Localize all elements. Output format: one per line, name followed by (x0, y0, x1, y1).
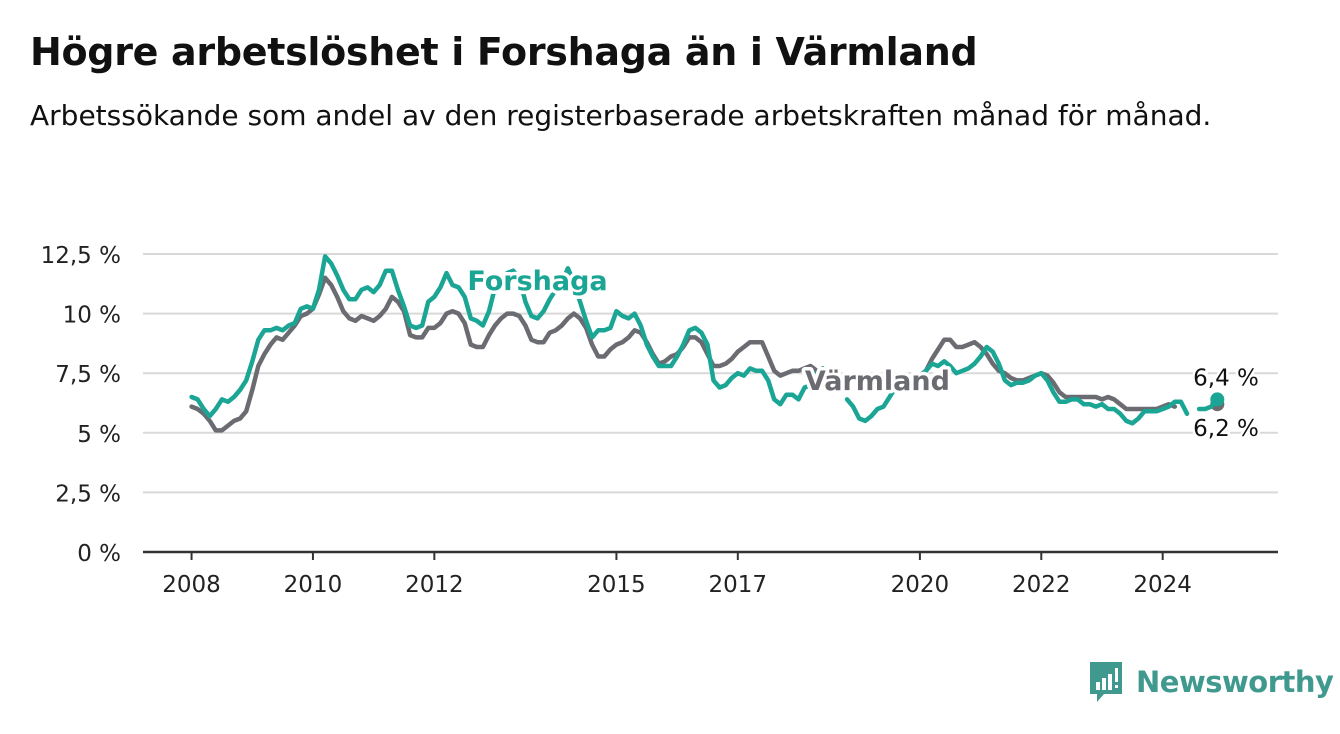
x-tick-label: 2010 (284, 572, 343, 598)
series-line-forshaga (189, 254, 826, 419)
series-label-forshaga: Forshaga (467, 266, 607, 297)
x-tick-label: 2008 (162, 572, 221, 598)
x-tick-label: 2020 (891, 572, 950, 598)
y-tick-label: 12,5 % (41, 243, 121, 269)
series-label-vrmland: Värmland (805, 366, 950, 397)
series-line-vrmland (189, 275, 832, 433)
chart-title: Högre arbetslöshet i Forshaga än i Värml… (30, 30, 978, 74)
series-line-forshaga (844, 344, 1190, 426)
newsworthy-logo: Newsworthy (1088, 660, 1334, 704)
chart-subtitle: Arbetssökande som andel av den registerb… (30, 99, 1212, 132)
end-value-label: 6,4 % (1193, 365, 1259, 391)
y-tick-label: 5 % (77, 422, 121, 448)
end-point-forshaga (1210, 392, 1225, 407)
x-tick-label: 2015 (587, 572, 646, 598)
series-lines (189, 254, 1225, 433)
x-tick-label: 2024 (1133, 572, 1192, 598)
series-labels: Forshaga Värmland 6,2 % 6,4 % (464, 262, 1261, 444)
x-tick-label: 2022 (1012, 572, 1071, 598)
end-value-label: 6,2 % (1193, 416, 1259, 442)
x-axis: 2008 2010 2012 2015 2017 2020 2022 2024 (143, 550, 1278, 598)
y-tick-label: 7,5 % (55, 362, 121, 388)
y-tick-label: 2,5 % (55, 481, 121, 507)
y-axis-ticks: 0 % 2,5 % 5 % 7,5 % 10 % 12,5 % (41, 243, 121, 567)
x-tick-label: 2017 (709, 572, 768, 598)
y-tick-label: 10 % (63, 303, 121, 329)
brand-name: Newsworthy (1136, 665, 1334, 699)
y-tick-label: 0 % (77, 541, 121, 567)
x-tick-label: 2012 (405, 572, 464, 598)
bar-chart-exclamation-icon (1090, 662, 1122, 702)
